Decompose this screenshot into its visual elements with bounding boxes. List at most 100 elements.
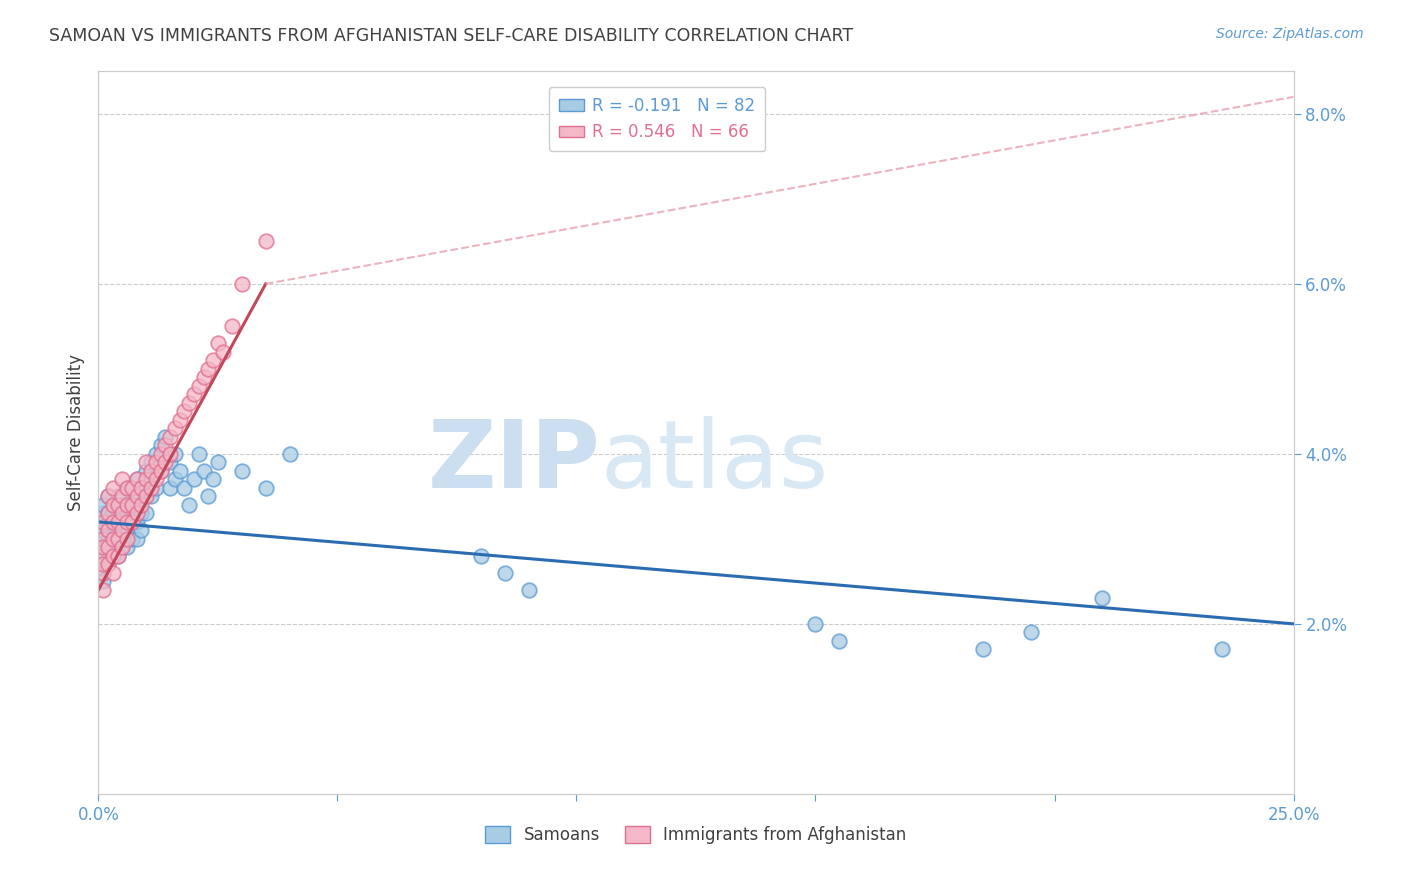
Point [115,481,138,495]
Point [97,489,120,503]
Point [101,481,124,495]
Point [111,472,134,486]
Point [159,481,181,495]
Point [202,353,225,368]
Point [91,532,114,546]
Point [169,464,191,478]
Point [139,455,162,469]
Point [115,532,138,546]
Point [91,558,114,572]
Point [107,498,129,512]
Point [111,498,134,512]
Point [91,558,114,572]
Legend: Samoans, Immigrants from Afghanistan: Samoans, Immigrants from Afghanistan [478,819,914,851]
Point [101,515,124,529]
Point [111,524,134,538]
Point [135,464,157,478]
Point [139,472,162,486]
Point [107,507,129,521]
Point [97,558,120,572]
Point [91,549,114,563]
Point [1091,591,1114,606]
Point [97,507,120,521]
Point [131,524,153,538]
Point [145,455,167,469]
Point [91,582,114,597]
Text: ZIP: ZIP [427,416,600,508]
Point [97,507,120,521]
Point [97,549,120,563]
Point [107,489,129,503]
Point [107,524,129,538]
Point [197,489,219,503]
Point [125,515,148,529]
Point [187,379,209,393]
Point [159,430,181,444]
Point [97,515,120,529]
Point [1019,625,1042,640]
Point [149,464,172,478]
Point [97,524,120,538]
Point [125,489,148,503]
Point [131,481,153,495]
Point [121,489,143,503]
Point [115,524,138,538]
Point [101,515,124,529]
Y-axis label: Self-Care Disability: Self-Care Disability [66,354,84,511]
Point [91,549,114,563]
Point [115,507,138,521]
Point [111,532,134,546]
Point [101,507,124,521]
Point [97,532,120,546]
Point [101,549,124,563]
Point [179,396,201,410]
Point [111,507,134,521]
Point [135,489,157,503]
Point [187,447,209,461]
Point [115,515,138,529]
Point [135,489,157,503]
Point [125,532,148,546]
Point [101,549,124,563]
Point [111,541,134,555]
Point [101,532,124,546]
Point [131,507,153,521]
Point [183,387,205,401]
Point [97,541,120,555]
Point [163,421,186,435]
Point [125,507,148,521]
Point [131,498,153,512]
Point [101,541,124,555]
Point [107,532,129,546]
Point [91,541,114,555]
Point [125,498,148,512]
Point [278,447,301,461]
Point [1211,642,1233,657]
Point [149,464,172,478]
Point [173,481,195,495]
Point [149,447,172,461]
Point [145,472,167,486]
Point [91,532,114,546]
Point [97,524,120,538]
Point [101,498,124,512]
Point [139,489,162,503]
Text: Source: ZipAtlas.com: Source: ZipAtlas.com [1216,27,1364,41]
Point [115,498,138,512]
Point [179,498,201,512]
Point [159,447,181,461]
Point [91,574,114,589]
Point [221,319,243,334]
Point [115,481,138,495]
Point [254,481,277,495]
Point [139,481,162,495]
Point [107,549,129,563]
Point [121,481,143,495]
Point [91,541,114,555]
Point [111,541,134,555]
Point [91,515,114,529]
Point [183,472,205,486]
Point [193,370,215,384]
Point [107,515,129,529]
Point [155,430,177,444]
